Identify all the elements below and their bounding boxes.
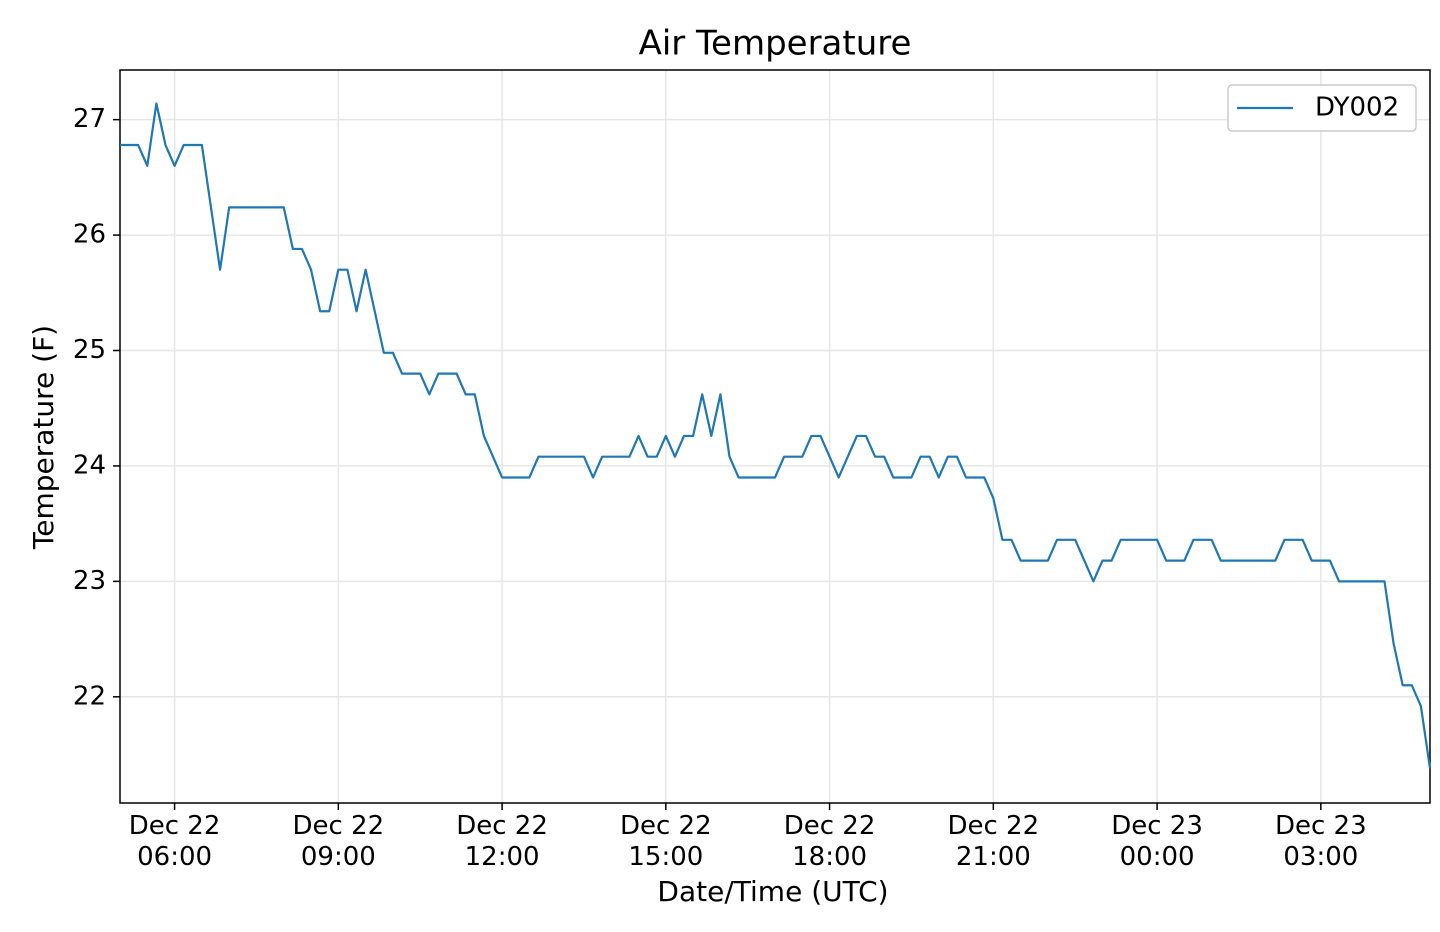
y-axis-label: Temperature (F) — [27, 325, 60, 550]
y-tick-label: 27 — [73, 104, 106, 134]
x-tick-label: Dec 22 12:00 — [456, 811, 548, 872]
y-tick-label: 23 — [73, 566, 106, 596]
legend-label: DY002 — [1315, 93, 1399, 123]
y-tick-label: 24 — [73, 450, 106, 480]
y-tick-label: 25 — [73, 335, 106, 365]
data-line — [120, 102, 1432, 769]
chart-title: Air Temperature — [639, 24, 912, 64]
y-tick-label: 26 — [73, 220, 106, 250]
y-tick-label: 22 — [73, 681, 106, 711]
plot-frame — [119, 69, 1431, 804]
x-tick-label: Dec 22 15:00 — [619, 811, 712, 872]
x-axis-label: Date/Time (UTC) — [657, 875, 888, 908]
x-tick-label: Dec 23 03:00 — [1274, 811, 1367, 872]
legend-box — [1227, 84, 1417, 132]
x-tick-label: Dec 22 06:00 — [128, 811, 221, 872]
x-tick-label: Dec 22 21:00 — [947, 811, 1040, 872]
x-tick-label: Dec 23 00:00 — [1111, 811, 1203, 872]
x-tick-label: Dec 22 09:00 — [292, 811, 385, 872]
x-tick-label: Dec 22 18:00 — [783, 811, 876, 872]
